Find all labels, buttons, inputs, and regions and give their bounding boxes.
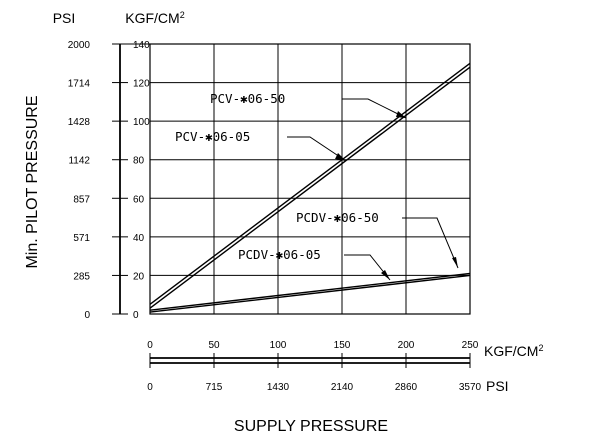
leader-line <box>342 98 407 119</box>
x-ticks: 0 0 50 715 100 1430 150 2140 200 2860 250 3570 <box>147 340 481 393</box>
x-tick-label-kgf: 200 <box>398 340 415 351</box>
y-tick-label-kgf: 120 <box>133 79 150 90</box>
y-tick-label-psi: 1142 <box>68 156 90 167</box>
y-tick-label-psi: 285 <box>73 271 90 282</box>
annotation-label: PCDV-✱06-05 <box>238 247 321 262</box>
leader-line <box>344 254 391 281</box>
annotation-pcdv-0605: PCDV-✱06-05 <box>238 247 391 281</box>
x-tick-label-psi: 3570 <box>459 382 482 393</box>
arrowhead <box>452 257 458 268</box>
y-unit-psi: PSI <box>53 10 76 26</box>
arrowhead <box>335 153 346 161</box>
y-tick-label-kgf: 140 <box>133 40 150 51</box>
y-tick-label-psi: 0 <box>84 310 90 321</box>
x-unit-psi: PSI <box>486 378 509 394</box>
y-tick-label-psi: 857 <box>73 194 90 205</box>
x-tick-label-kgf: 150 <box>334 340 351 351</box>
x-tick-label-psi: 1430 <box>267 382 290 393</box>
annotation-pcdv-0650: PCDV-✱06-50 <box>296 210 459 269</box>
annotation-pcv-0605: PCV-✱06-05 <box>175 129 347 162</box>
x-tick-label-kgf: 250 <box>462 340 479 351</box>
annotation-label: PCDV-✱06-50 <box>296 210 379 225</box>
y-tick-label-kgf: 20 <box>133 271 145 282</box>
y-tick-label-psi: 571 <box>73 233 90 244</box>
x-tick-label-psi: 0 <box>147 382 153 393</box>
x-tick-label-kgf: 100 <box>270 340 287 351</box>
series-line-2 <box>149 66 471 309</box>
x-tick-label-psi: 2860 <box>395 382 418 393</box>
y-tick-label-kgf: 40 <box>133 233 145 244</box>
x-tick-label-kgf: 50 <box>208 340 220 351</box>
y-tick-label-kgf: 0 <box>133 310 139 321</box>
series-line-3 <box>149 272 471 311</box>
series-lines <box>149 62 471 313</box>
x-tick-label-kgf: 0 <box>147 340 153 351</box>
leader-line <box>287 136 347 162</box>
x-tick-label-psi: 2140 <box>331 382 354 393</box>
y-tick-label-psi: 1428 <box>68 117 91 128</box>
y-ticks: 0 0 20 285 40 571 60 857 80 1142 100 1428 120 1714 140… <box>68 40 150 321</box>
y-tick-label-psi: 2000 <box>68 40 91 51</box>
series-line-1 <box>149 62 471 305</box>
y-axis-title: Min. PILOT PRESSURE <box>24 95 41 268</box>
x-tick-label-psi: 715 <box>206 382 223 393</box>
x-axis-title: SUPPLY PRESSURE <box>234 418 388 435</box>
y-tick-label-kgf: 80 <box>133 156 145 167</box>
grid-lines <box>150 44 470 314</box>
y-tick-label-kgf: 60 <box>133 194 145 205</box>
plot-frame <box>149 43 471 315</box>
annotation-label: PCV-✱06-50 <box>210 91 285 106</box>
arrowhead <box>396 111 406 118</box>
arrowhead <box>381 270 390 280</box>
y-unit-kgf: KGF/CM2 <box>125 10 184 26</box>
y-tick-label-psi: 1714 <box>68 79 91 90</box>
annotation-label: PCV-✱06-05 <box>175 129 250 144</box>
annotation-pcv-0650: PCV-✱06-50 <box>210 91 407 119</box>
leader-line <box>402 217 459 269</box>
series-line-4 <box>149 274 471 313</box>
x-unit-kgf: KGF/CM2 <box>484 343 543 359</box>
y-tick-label-kgf: 100 <box>133 117 150 128</box>
